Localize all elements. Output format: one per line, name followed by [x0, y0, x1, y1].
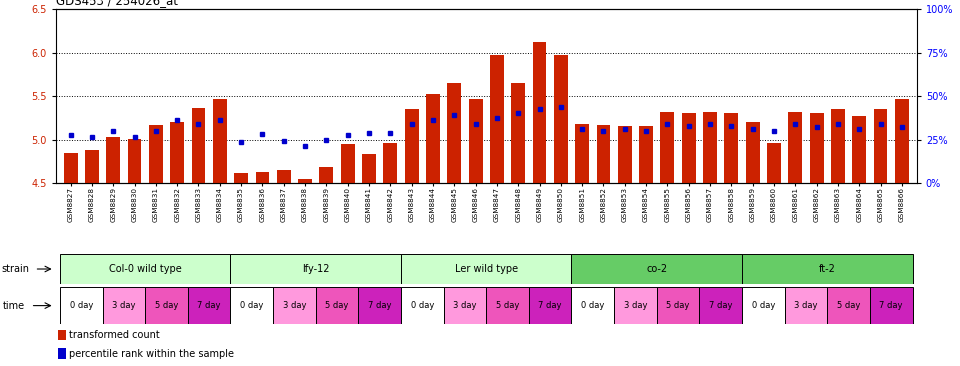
Bar: [788, 112, 803, 183]
Text: 7 day: 7 day: [879, 301, 903, 310]
Bar: [85, 150, 99, 183]
Bar: [746, 122, 759, 183]
Bar: [234, 172, 248, 183]
Text: 0 day: 0 day: [69, 301, 93, 310]
Bar: [870, 287, 913, 324]
Text: 7 day: 7 day: [708, 301, 732, 310]
Text: 3 day: 3 day: [624, 301, 647, 310]
Bar: [405, 109, 419, 183]
Bar: [512, 83, 525, 183]
Bar: [149, 125, 163, 183]
Bar: [230, 254, 401, 284]
Bar: [468, 99, 483, 183]
Bar: [358, 287, 401, 324]
Text: 7 day: 7 day: [198, 301, 221, 310]
Bar: [742, 287, 784, 324]
Bar: [170, 122, 184, 183]
Text: GDS453 / 254026_at: GDS453 / 254026_at: [56, 0, 178, 7]
Bar: [341, 144, 354, 183]
Text: 5 day: 5 day: [666, 301, 690, 310]
Bar: [107, 137, 120, 183]
Bar: [639, 127, 653, 183]
Bar: [213, 99, 227, 183]
Text: 3 day: 3 day: [453, 301, 477, 310]
Text: 0 day: 0 day: [240, 301, 263, 310]
Bar: [401, 287, 444, 324]
Bar: [362, 154, 376, 183]
Bar: [58, 330, 66, 340]
Text: 5 day: 5 day: [837, 301, 860, 310]
Bar: [575, 124, 589, 183]
Bar: [614, 287, 657, 324]
Bar: [700, 287, 742, 324]
Bar: [192, 108, 205, 183]
Bar: [657, 287, 700, 324]
Bar: [60, 254, 230, 284]
Text: time: time: [3, 300, 25, 311]
Bar: [703, 112, 717, 183]
Bar: [128, 139, 141, 183]
Bar: [660, 112, 674, 183]
Bar: [571, 254, 742, 284]
Bar: [596, 125, 611, 183]
Bar: [383, 143, 397, 183]
Bar: [767, 143, 780, 183]
Bar: [554, 55, 567, 183]
Text: 5 day: 5 day: [155, 301, 179, 310]
Text: 7 day: 7 day: [539, 301, 562, 310]
Bar: [486, 287, 529, 324]
Bar: [426, 94, 440, 183]
Text: strain: strain: [1, 264, 29, 274]
Bar: [533, 42, 546, 183]
Text: 3 day: 3 day: [794, 301, 818, 310]
Text: 3 day: 3 day: [282, 301, 306, 310]
Text: 3 day: 3 day: [112, 301, 135, 310]
Bar: [447, 83, 461, 183]
Text: Ler wild type: Ler wild type: [455, 264, 517, 274]
Text: 0 day: 0 day: [581, 301, 605, 310]
Bar: [852, 116, 866, 183]
Bar: [255, 172, 270, 183]
Bar: [60, 287, 103, 324]
Bar: [529, 287, 571, 324]
Bar: [276, 170, 291, 183]
Bar: [490, 55, 504, 183]
Bar: [784, 287, 828, 324]
Bar: [742, 254, 913, 284]
Bar: [895, 99, 909, 183]
Bar: [103, 287, 145, 324]
Bar: [58, 348, 66, 359]
Text: 7 day: 7 day: [368, 301, 392, 310]
Bar: [188, 287, 230, 324]
Text: percentile rank within the sample: percentile rank within the sample: [69, 348, 234, 359]
Bar: [725, 113, 738, 183]
Text: ft-2: ft-2: [819, 264, 836, 274]
Bar: [618, 127, 632, 183]
Text: 5 day: 5 day: [496, 301, 519, 310]
Bar: [299, 179, 312, 183]
Text: Col-0 wild type: Col-0 wild type: [108, 264, 181, 274]
Bar: [63, 153, 78, 183]
Text: 5 day: 5 day: [325, 301, 348, 310]
Text: 0 day: 0 day: [411, 301, 434, 310]
Text: lfy-12: lfy-12: [302, 264, 329, 274]
Bar: [273, 287, 316, 324]
Text: transformed count: transformed count: [69, 330, 160, 340]
Bar: [316, 287, 358, 324]
Bar: [444, 287, 486, 324]
Bar: [874, 109, 887, 183]
Bar: [571, 287, 614, 324]
Text: co-2: co-2: [646, 264, 667, 274]
Bar: [145, 287, 188, 324]
Bar: [828, 287, 870, 324]
Bar: [682, 113, 696, 183]
Bar: [320, 167, 333, 183]
Text: 0 day: 0 day: [752, 301, 775, 310]
Bar: [831, 109, 845, 183]
Bar: [401, 254, 571, 284]
Bar: [809, 113, 824, 183]
Bar: [230, 287, 273, 324]
